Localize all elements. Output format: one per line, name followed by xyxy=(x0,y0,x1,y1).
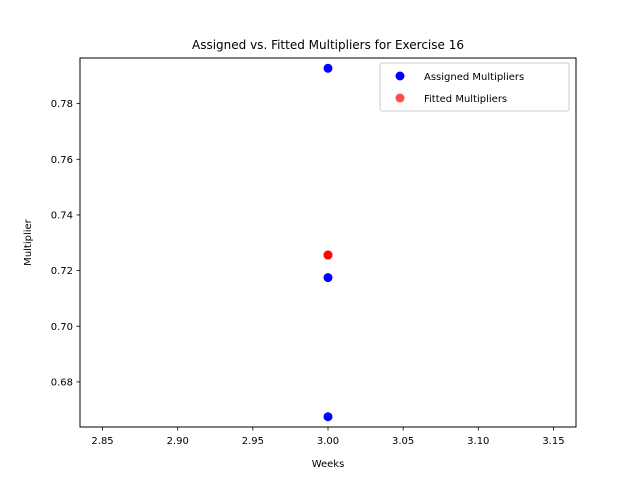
y-axis-label: Multiplier xyxy=(23,218,34,266)
x-tick-label: 2.95 xyxy=(242,436,264,447)
y-tick-label: 0.76 xyxy=(51,155,73,166)
y-tick-label: 0.68 xyxy=(51,377,73,388)
x-axis-label: Weeks xyxy=(312,459,345,470)
x-tick-label: 2.85 xyxy=(91,436,113,447)
y-tick-label: 0.74 xyxy=(51,210,73,221)
legend-marker xyxy=(395,93,405,103)
assigned-multipliers-point xyxy=(323,63,333,73)
assigned-multipliers-point xyxy=(323,412,333,422)
x-axis-ticks: 2.85 2.90 2.95 3.00 3.05 3.10 3.15 xyxy=(91,427,565,447)
legend-label: Fitted Multipliers xyxy=(424,94,507,105)
fitted-multipliers-point xyxy=(323,250,333,260)
legend-marker xyxy=(395,71,405,81)
legend: Assigned Multipliers Fitted Multipliers xyxy=(379,62,570,112)
x-tick-label: 3.15 xyxy=(542,436,564,447)
plot-frame xyxy=(79,57,577,428)
y-tick-label: 0.72 xyxy=(51,266,73,277)
legend-label: Assigned Multipliers xyxy=(424,72,524,83)
y-tick-label: 0.70 xyxy=(51,322,73,333)
y-tick-label: 0.78 xyxy=(51,99,73,110)
x-tick-label: 3.05 xyxy=(392,436,414,447)
assigned-multipliers-point xyxy=(323,273,333,283)
x-tick-label: 2.90 xyxy=(167,436,189,447)
chart-title: Assigned vs. Fitted Multipliers for Exer… xyxy=(192,38,464,52)
y-axis-ticks: 0.68 0.70 0.72 0.74 0.76 0.78 xyxy=(51,99,80,388)
x-tick-label: 3.00 xyxy=(317,436,339,447)
x-tick-label: 3.10 xyxy=(467,436,489,447)
legend-box xyxy=(379,62,570,112)
data-points xyxy=(323,63,333,422)
